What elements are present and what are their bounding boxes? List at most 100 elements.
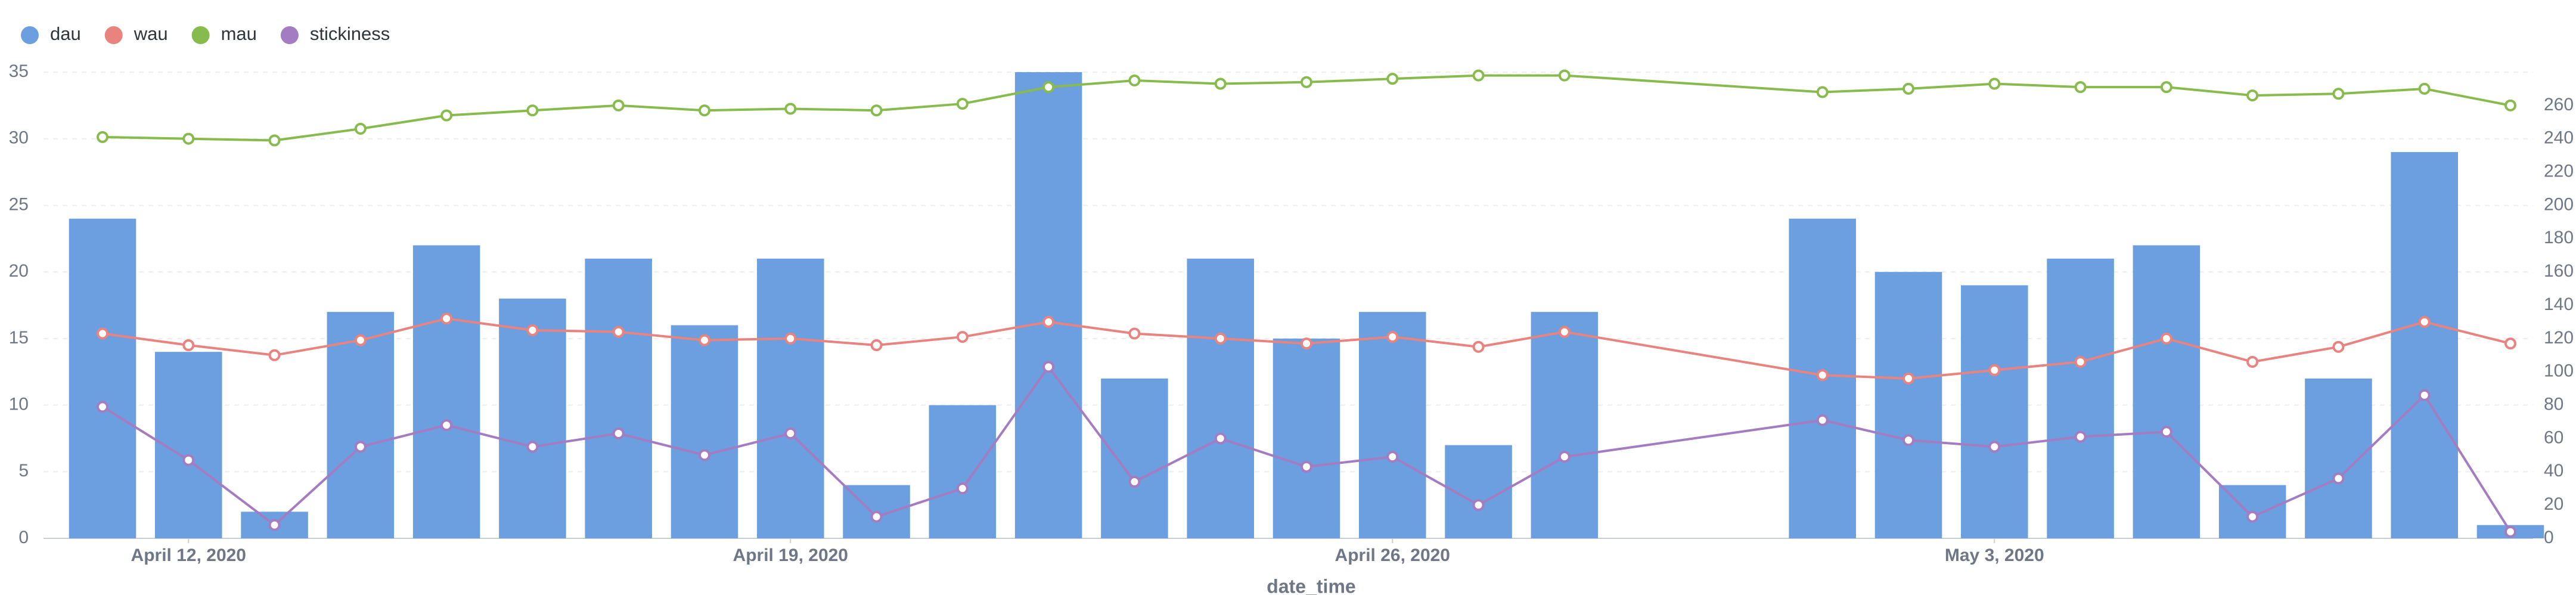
point (1902, 434, 1914, 447)
point (1816, 369, 1829, 382)
point (440, 312, 453, 325)
point (268, 519, 281, 531)
point (2418, 315, 2431, 328)
point (699, 104, 710, 117)
point (354, 122, 367, 135)
point (2504, 525, 2516, 538)
point (1558, 326, 1571, 338)
bar (1531, 312, 1599, 538)
point (2074, 430, 2087, 443)
point (354, 441, 367, 453)
point (1301, 337, 1312, 350)
y2-tick-label: 180 (2544, 228, 2574, 247)
y2-tick-label: 0 (2544, 528, 2554, 547)
point (956, 331, 969, 343)
legend-label: stickiness (310, 23, 390, 44)
y2-tick-label: 160 (2544, 261, 2574, 281)
point (354, 334, 367, 346)
point (1902, 82, 1914, 95)
legend-swatch (21, 26, 39, 44)
point (1558, 451, 1571, 463)
legend-swatch (191, 26, 210, 44)
point (1816, 414, 1829, 426)
point (1214, 432, 1227, 445)
point (870, 510, 883, 523)
point (2332, 472, 2345, 485)
point (526, 441, 539, 453)
point (2332, 88, 2345, 100)
y-tick-label: 15 (9, 328, 29, 348)
y2-tick-label: 60 (2544, 427, 2563, 447)
point (1386, 331, 1399, 343)
point (2074, 81, 2087, 94)
point (182, 132, 195, 145)
point (956, 98, 969, 110)
point (870, 104, 883, 117)
bar (2047, 258, 2114, 538)
point (1558, 69, 1571, 82)
point (2418, 389, 2431, 401)
bar (412, 245, 480, 538)
point (440, 419, 453, 432)
bar (2133, 245, 2201, 538)
bar (1273, 338, 1340, 538)
point (526, 104, 539, 117)
bar (1187, 258, 1254, 538)
point (2074, 355, 2087, 368)
legend-swatch (280, 26, 299, 44)
y2-tick-label: 20 (2544, 494, 2563, 514)
point (1301, 76, 1312, 88)
point (1816, 86, 1829, 98)
point (1042, 361, 1055, 373)
y-tick-label: 5 (18, 461, 29, 481)
point (97, 327, 108, 340)
point (784, 103, 797, 115)
point (1988, 78, 2001, 90)
point (182, 454, 195, 466)
point (1386, 451, 1399, 463)
y2-tick-label: 240 (2544, 128, 2574, 148)
bar (929, 405, 997, 538)
bar (69, 218, 136, 538)
bar (499, 298, 566, 538)
y-tick-label: 25 (9, 194, 29, 214)
bar (671, 325, 738, 538)
legend-label: mau (221, 23, 257, 44)
bar (2305, 378, 2372, 538)
point (1472, 340, 1485, 353)
point (870, 339, 883, 352)
point (1902, 372, 1914, 385)
point (97, 131, 108, 143)
x-tick-label: April 19, 2020 (733, 546, 848, 565)
point (2504, 99, 2516, 111)
y2-tick-label: 80 (2544, 394, 2563, 414)
point (1472, 69, 1485, 82)
x-axis-label: date_time (1267, 575, 1355, 595)
y2-tick-label: 260 (2544, 95, 2574, 114)
point (784, 427, 797, 440)
point (612, 427, 625, 440)
bar (1101, 378, 1168, 538)
y2-tick-label: 40 (2544, 461, 2563, 481)
point (2246, 89, 2259, 102)
point (1214, 78, 1227, 90)
point (2246, 355, 2259, 368)
point (526, 324, 539, 336)
bar (1961, 285, 2028, 538)
bar (2391, 152, 2458, 539)
point (2332, 340, 2345, 353)
point (2504, 337, 2516, 350)
point (699, 449, 710, 461)
x-tick-label: April 12, 2020 (131, 546, 246, 565)
bar (1359, 312, 1426, 538)
point (97, 401, 108, 413)
point (612, 99, 625, 111)
point (1386, 73, 1399, 85)
y2-tick-label: 120 (2544, 328, 2574, 348)
point (268, 349, 281, 361)
point (268, 134, 281, 147)
point (2246, 510, 2259, 523)
y-tick-label: 30 (9, 128, 29, 148)
point (699, 334, 710, 346)
